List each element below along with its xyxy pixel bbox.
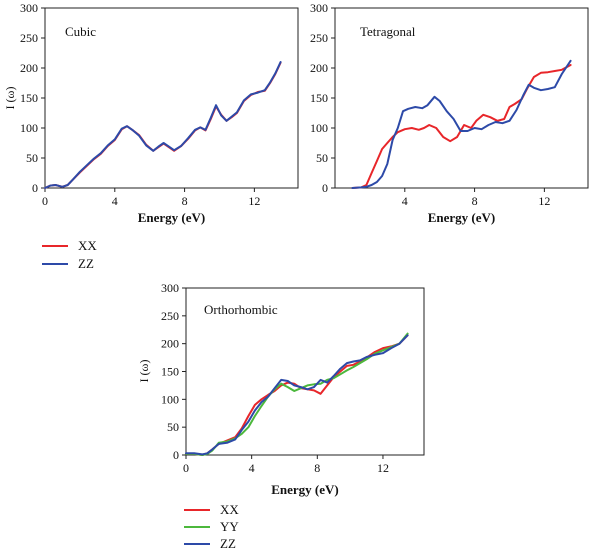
y-tick-label: 300 <box>161 281 179 295</box>
panel-title: Orthorhombic <box>204 302 278 317</box>
series-lines <box>44 61 282 189</box>
series-lines <box>351 59 572 189</box>
y-tick-label: 150 <box>161 365 179 379</box>
panel-title: Cubic <box>65 24 96 39</box>
x-axis-label: Energy (eV) <box>138 210 206 225</box>
series-line-zz <box>44 61 282 189</box>
y-tick-label: 0 <box>32 181 38 195</box>
x-tick-label: 8 <box>182 194 188 208</box>
y-axis-label: I (ω) <box>3 87 17 110</box>
y-axis-label: I (ω) <box>137 360 151 383</box>
x-tick-label: 8 <box>472 194 478 208</box>
x-tick-label: 4 <box>402 194 408 208</box>
x-axis-label: Energy (eV) <box>428 210 496 225</box>
y-tick-label: 250 <box>310 31 328 45</box>
y-tick-label: 250 <box>161 309 179 323</box>
y-tick-label: 300 <box>310 1 328 15</box>
legend-label: ZZ <box>220 536 236 551</box>
legend-label: XX <box>78 238 97 253</box>
x-axis-label: Energy (eV) <box>271 482 339 497</box>
axis-ticks: 0 50 100 150 200 250 300 4 8 12 <box>310 1 550 208</box>
y-tick-label: 150 <box>310 91 328 105</box>
x-tick-label: 8 <box>314 461 320 475</box>
legend-label: XX <box>220 502 239 517</box>
series-line-xx <box>44 61 282 189</box>
cubic-chart: Cubic Energy (eV) I (ω) 0 50 100 150 200 250 3… <box>3 1 299 225</box>
x-tick-label: 4 <box>249 461 255 475</box>
y-tick-label: 200 <box>20 61 38 75</box>
x-tick-label: 0 <box>183 461 189 475</box>
tetragonal-chart: Tetragonal Energy (eV) 0 50 100 150 200 250 30… <box>310 1 589 225</box>
orthorhombic-chart: Orthorhombic Energy (eV) I (ω) 0 50 100 150… <box>137 281 425 497</box>
legend-top: XX ZZ <box>42 238 97 271</box>
x-tick-label: 0 <box>42 194 48 208</box>
series-line-zz <box>351 59 572 189</box>
y-tick-label: 200 <box>161 337 179 351</box>
x-tick-label: 4 <box>112 194 118 208</box>
y-tick-label: 200 <box>310 61 328 75</box>
series-line-yy <box>185 332 409 456</box>
series-line-zz <box>185 334 409 456</box>
y-tick-label: 100 <box>161 392 179 406</box>
y-tick-label: 50 <box>167 420 179 434</box>
y-tick-label: 50 <box>316 151 328 165</box>
y-tick-label: 0 <box>173 448 179 462</box>
legend-label: ZZ <box>78 256 94 271</box>
y-tick-label: 0 <box>322 181 328 195</box>
x-tick-label: 12 <box>377 461 389 475</box>
legend-label: YY <box>220 519 239 534</box>
y-tick-label: 50 <box>26 151 38 165</box>
y-tick-label: 250 <box>20 31 38 45</box>
axis-ticks: 0 50 100 150 200 250 300 0 4 8 12 <box>20 1 260 208</box>
panel-title: Tetragonal <box>360 24 416 39</box>
axis-ticks: 0 50 100 150 200 250 300 0 4 8 12 <box>161 281 389 475</box>
y-tick-label: 100 <box>310 121 328 135</box>
y-tick-label: 100 <box>20 121 38 135</box>
y-tick-label: 300 <box>20 1 38 15</box>
x-tick-label: 12 <box>538 194 550 208</box>
series-lines <box>185 332 409 456</box>
x-tick-label: 12 <box>248 194 260 208</box>
y-tick-label: 150 <box>20 91 38 105</box>
legend-bottom: XX YY ZZ <box>184 502 239 551</box>
